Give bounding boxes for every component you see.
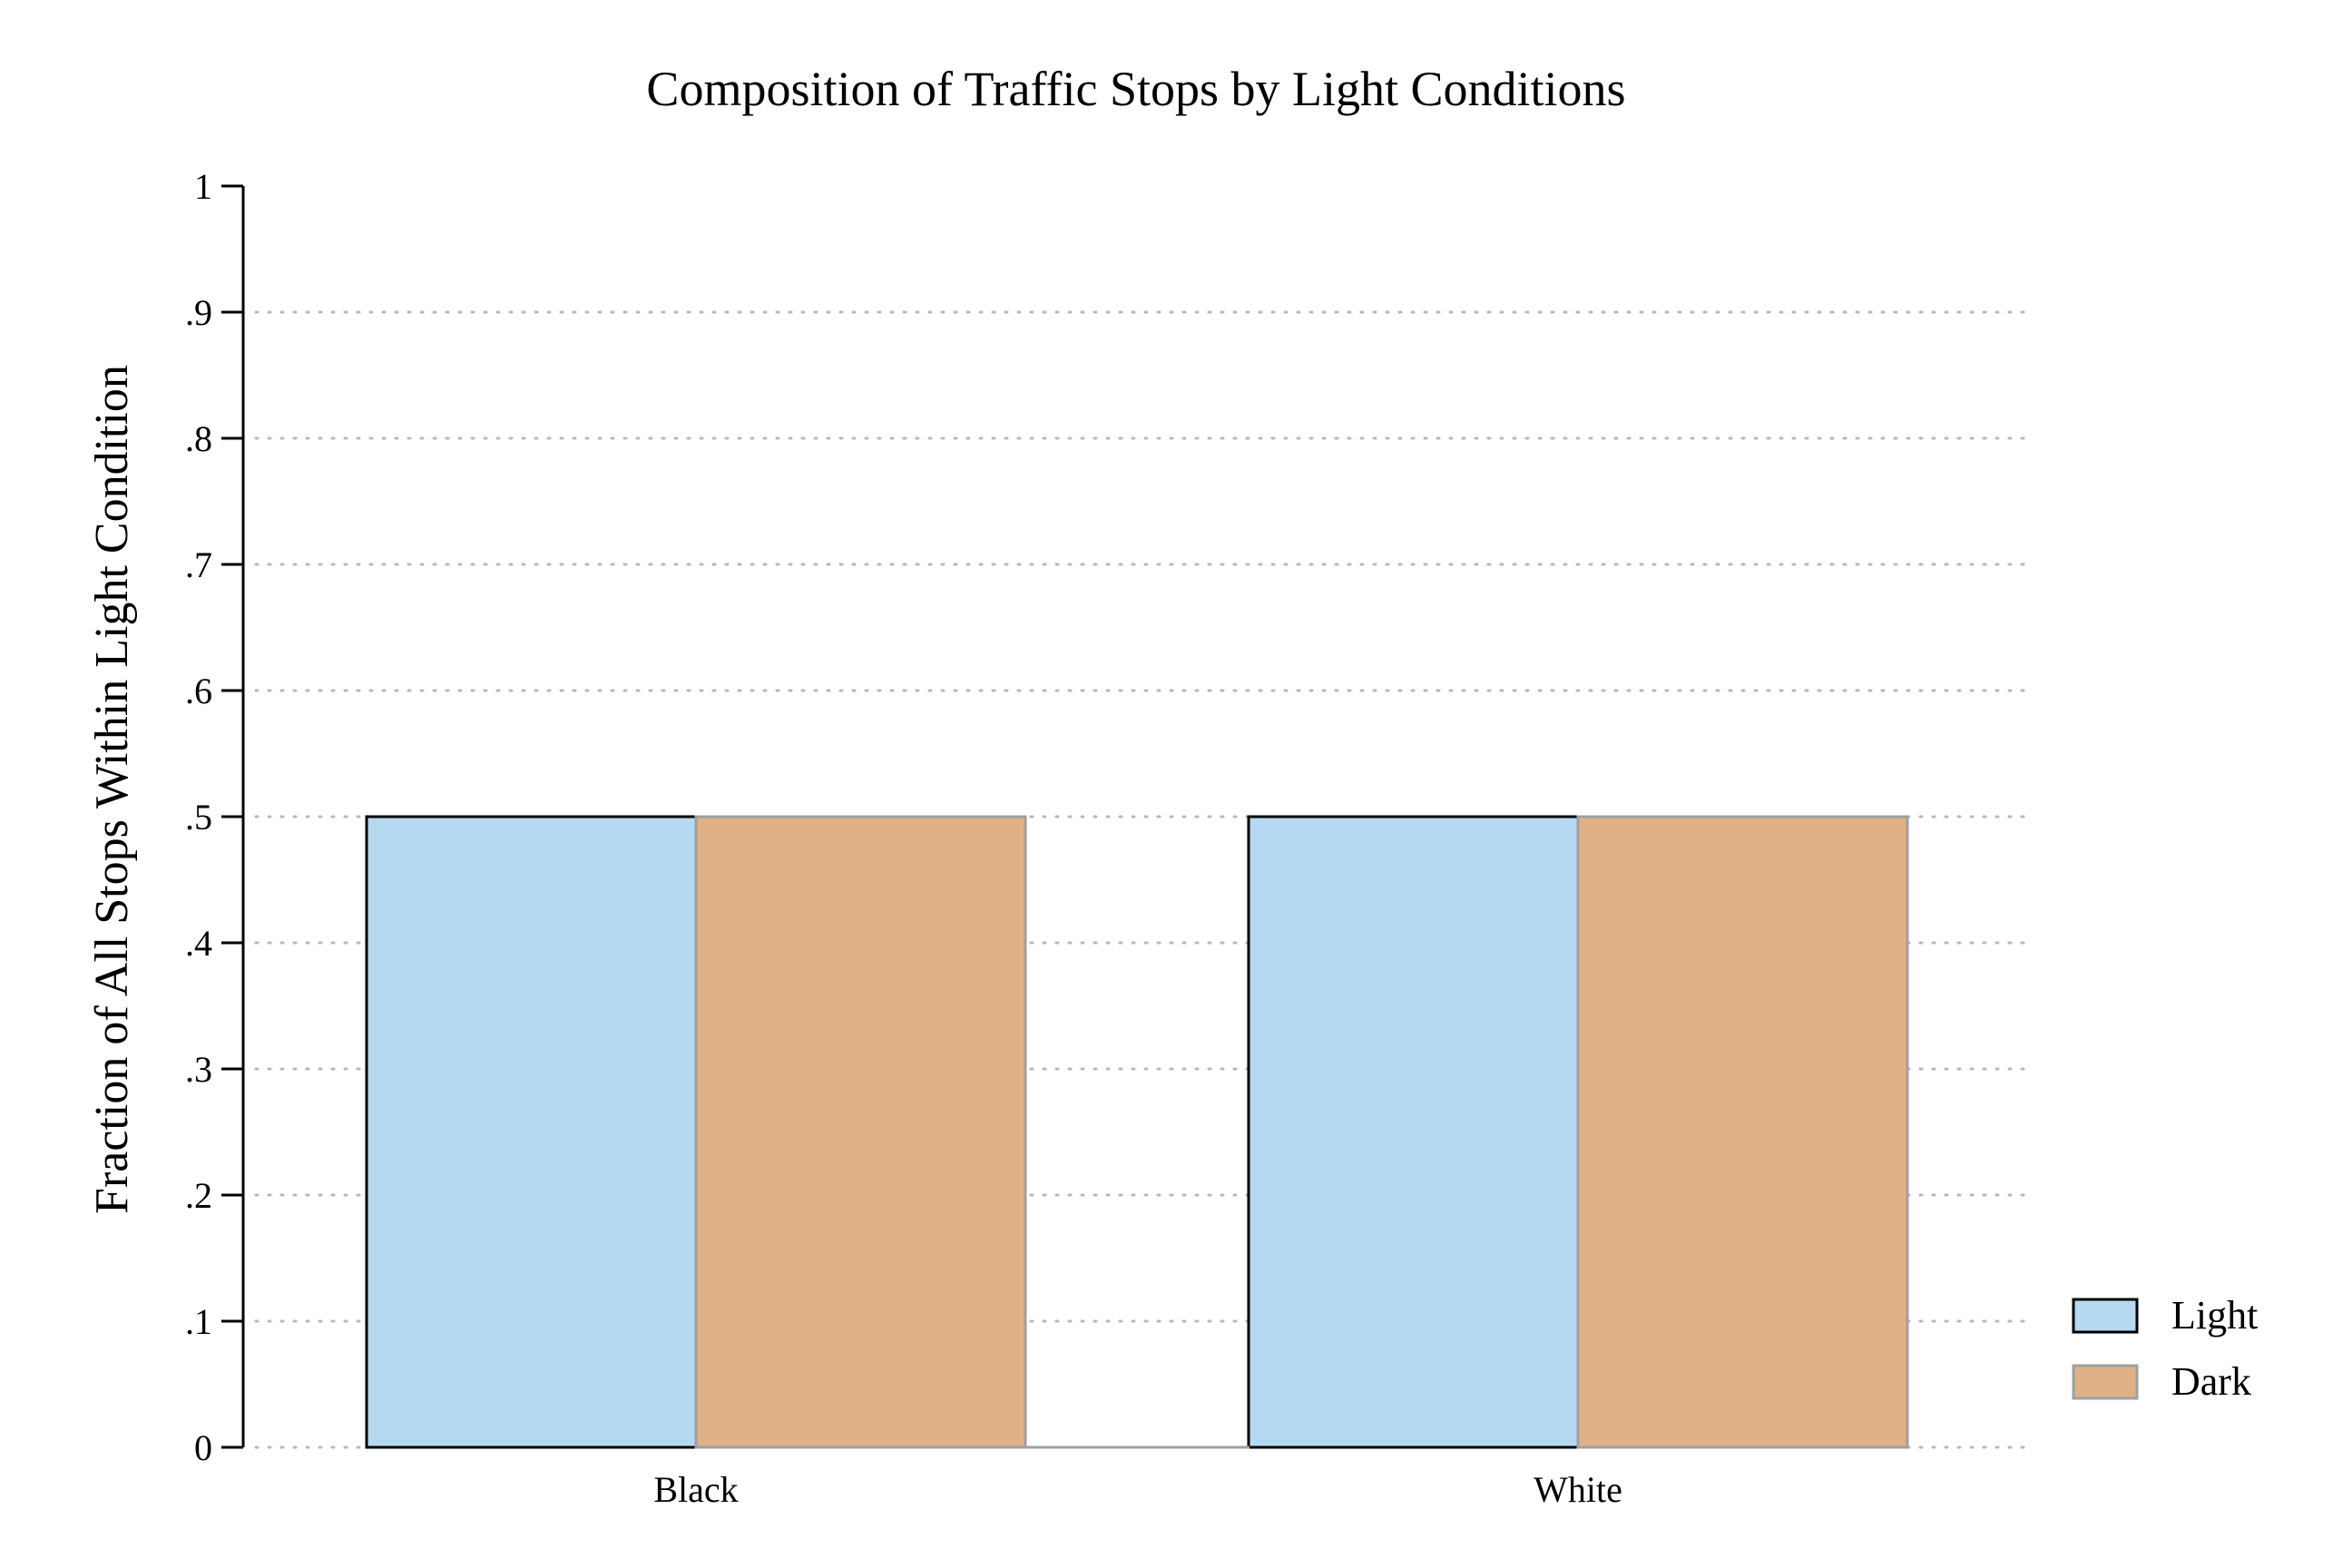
legend: Light Dark <box>2072 1293 2258 1404</box>
x-tick-label: White <box>1534 1469 1622 1510</box>
y-tick-label: .4 <box>185 923 212 964</box>
chart-title: Composition of Traffic Stops by Light Co… <box>646 62 1625 116</box>
y-axis: 0 .1 .2 .3 .4 .5 .6 .7 .8 .9 1 <box>185 166 245 1468</box>
y-axis-title: Fraction of All Stops Within Light Condi… <box>86 365 138 1214</box>
bars <box>365 815 1909 1449</box>
y-tick-label: .3 <box>185 1049 212 1090</box>
bar-dark-white <box>1576 815 1909 1449</box>
legend-label-light: Light <box>2171 1293 2258 1338</box>
y-tick-label: .1 <box>185 1301 212 1342</box>
y-tick-label: 0 <box>194 1427 212 1468</box>
x-tick-label: Black <box>653 1469 738 1510</box>
y-tick-label: .2 <box>185 1175 212 1216</box>
x-axis-labels: Black White <box>653 1469 1622 1510</box>
legend-label-dark: Dark <box>2171 1359 2251 1404</box>
y-tick-label: .9 <box>185 292 212 333</box>
bar-dark-black <box>694 815 1027 1449</box>
legend-swatch-light <box>2072 1298 2139 1334</box>
y-tick-label: .8 <box>185 418 212 459</box>
bar-light-black <box>365 815 698 1449</box>
bar-light-white <box>1247 815 1580 1449</box>
legend-swatch-dark <box>2072 1364 2139 1400</box>
y-tick-label: 1 <box>194 166 212 207</box>
y-tick-label: .6 <box>185 671 212 711</box>
y-tick-label: .5 <box>185 797 212 838</box>
y-tick-label: .7 <box>185 544 212 585</box>
